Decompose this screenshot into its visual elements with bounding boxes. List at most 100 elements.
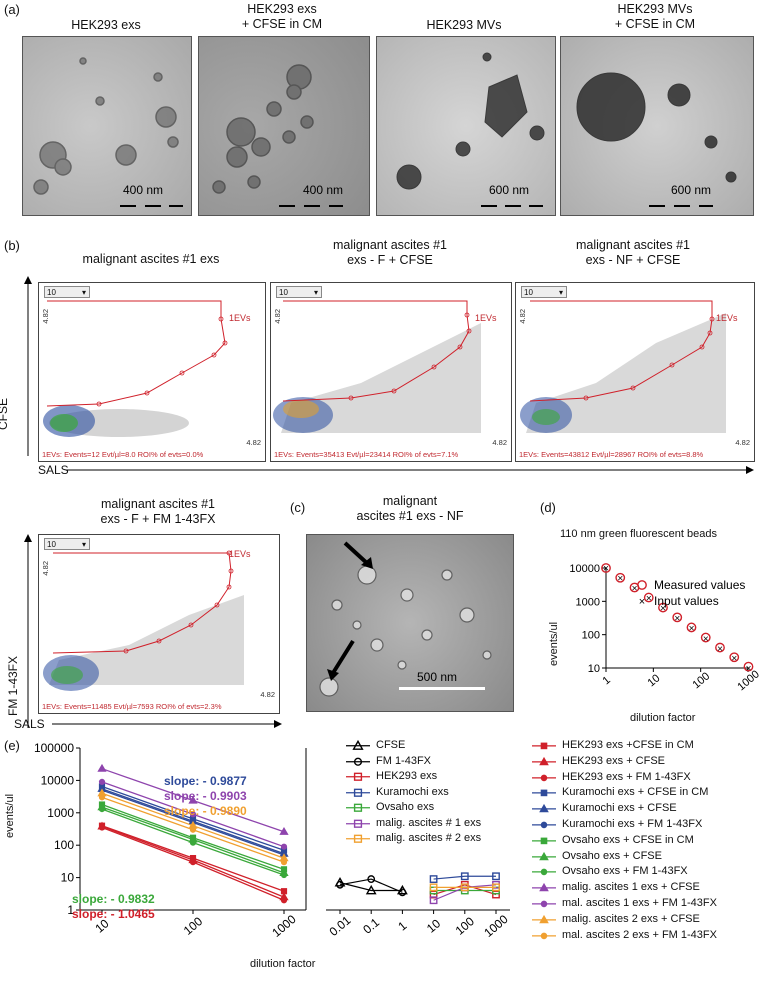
legend-marker [540,837,548,844]
legend-label: Ovsaho exs + CFSE [562,849,662,862]
em-image-1-svg [33,57,179,195]
legend-swatch [532,900,556,908]
input-point: × [674,614,680,625]
fc-title-4-line2: exs - F + FM 1-43FX [100,512,216,526]
input-point: × [731,653,737,664]
flow-plot-2-footer: 1EVs: Events=35413 Evt/µl=23414 ROI% of … [274,450,459,459]
flow-plot-2-dropdown[interactable]: 10 ▾ [276,286,322,298]
fc4-y-axis [24,534,32,728]
flow-plot-2: 10 ▾ 4.82 4.82 1EVs 1EVs: Events=35413 Ev… [270,282,512,462]
fc-title-3-line2: exs - NF + CFSE [585,253,681,267]
dilution-right-x-tick-label: 1 [395,918,409,933]
dilution-series-point [280,871,288,879]
flow-plot-1-dropdown[interactable]: 10 ▾ [44,286,90,298]
dilution-control-point [429,883,438,892]
fc-title-2: malignant ascites #1 exs - F + CFSE [270,238,510,268]
measured-point [672,612,683,623]
dilution-control-point [460,872,469,881]
dilution-control-point [365,884,377,895]
flow-plot-2-svg [273,300,481,433]
legend-marker [353,772,363,781]
input-point: × [646,594,652,605]
legend-measured-label: Measured values [654,578,745,592]
em-scale-4-label: 600 nm [671,183,712,197]
fc4-y-title: FM 1-43FX [6,655,20,716]
input-point: × [617,574,623,585]
flow-plot-4-dropdown[interactable]: 10 ▾ [44,538,90,550]
legend-swatch [532,774,556,781]
measured-point [729,652,740,663]
em-title-4-line1: HEK293 MVs [617,2,693,16]
chevron-down-icon: ▾ [558,288,563,297]
dilution-y-tick-label: 10000 [41,773,75,787]
em-scale-2-label: 400 nm [303,183,344,197]
legend-label: Ovsaho exs [376,801,435,813]
legend-swatch [346,803,370,812]
em-scale-bar-4b [674,205,690,207]
dilution-y-tick-label: 10 [61,871,75,885]
legend-swatch [532,804,556,813]
fc-title-2-line2: exs - F + CFSE [347,253,433,267]
flow-plot-2-tick-right: 4.82 [492,438,507,447]
legend-marker [352,739,364,750]
legend-swatch [532,932,556,939]
legend-label: malig. ascites 2 exs + CFSE [562,912,700,925]
dilution-control-point [367,875,376,883]
dilution-control-line [433,875,496,880]
measured-point [686,622,697,633]
slope-text-0: slope: - 0.9877 [164,774,247,788]
chevron-down-icon: ▾ [313,288,318,297]
em-image-c-svg [319,541,492,697]
legend-swatch [532,742,556,750]
legend-label: Kuramochi exs + CFSE [562,802,677,815]
legend-marker [353,788,363,797]
beads-y-tick-label: 100 [582,630,600,642]
em-image-hek293-mvs-cfse: 600 nm [560,36,754,216]
dilution-left-x-tick-label: 100 [181,914,206,938]
em-image-hek293-exs-cfse: 400 nm [198,36,370,216]
em-title-3: HEK293 MVs [375,18,553,33]
em-title-2: HEK293 exs + CFSE in CM [196,2,368,32]
input-point: × [703,634,709,645]
legend-marker [539,883,549,892]
legend-marker [539,851,549,860]
em-scale-bar-4c [699,205,713,207]
flow-plot-3-dropdown[interactable]: 10 ▾ [521,286,567,298]
legend-marker [540,789,548,797]
dilution-control-line [339,878,403,893]
em-image-4-svg [576,72,737,183]
em-title-4-line2: + CFSE in CM [614,17,696,31]
legend-label: HEK293 exs + CFSE [562,754,666,767]
em-scale-bar-4a [649,205,665,207]
legend-label: Kuramochi exs + FM 1-43FX [562,818,703,830]
legend-label: malig. ascites # 2 exs [376,832,482,844]
legend-swatch [532,868,556,876]
dilution-control-point [429,896,438,905]
input-point: × [632,584,638,595]
beads-y-tick-label: 1000 [576,596,600,608]
beads-y-tick-label: 10 [588,663,600,675]
em-image-malignant-ascites: 500 nm [306,534,514,712]
fc-title-3: malignant ascites #1 exs - NF + CFSE [515,238,751,268]
slope-text-4: slope: - 1.0465 [72,907,155,921]
dilution-series-point [98,778,106,785]
em-title-1-line1: HEK293 exs [71,18,141,32]
measured-point [601,563,611,573]
panel-e-ylabel: events/ul [4,793,16,838]
em-image-hek293-exs: 400 nm [22,36,192,216]
flow-plot-2-gate-label: 1EVs [475,313,497,323]
dilution-control-point [492,883,500,892]
legend-marker [539,756,549,765]
flow-plot-3-dropdown-value: 10 [524,288,533,297]
dilution-y-tick-label: 100000 [34,741,74,755]
dilution-series-point [280,859,288,866]
flow-plot-1-dropdown-value: 10 [47,288,56,297]
dilution-control-point [492,872,500,881]
flow-plot-3-gate-label: 1EVs [716,313,738,323]
em-title-4: HEK293 MVs + CFSE in CM [560,2,750,32]
legend-swatch [346,819,370,828]
dilution-right-x-tick-label: 1000 [481,912,511,940]
slope-label-ovsaho: slope: - 0.9832 [72,892,155,906]
slope-label-ascites2: slope: - 0.9890 [164,804,247,818]
